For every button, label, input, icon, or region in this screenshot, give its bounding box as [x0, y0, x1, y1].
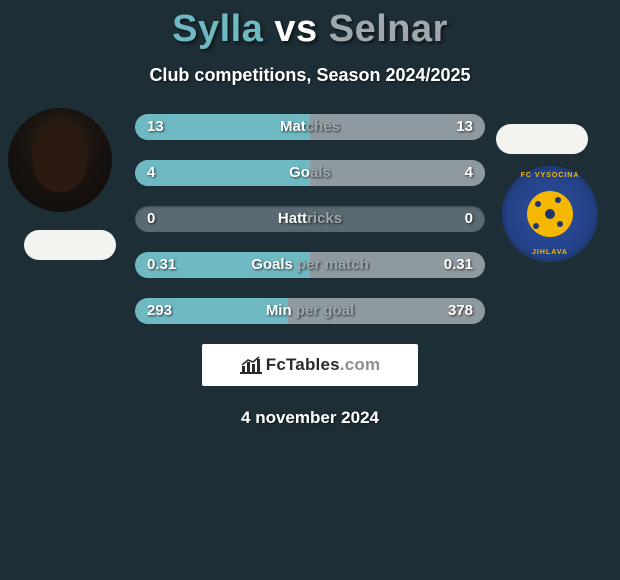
badge-top-text: FC VYSOCINA	[502, 172, 598, 179]
player2-club-badge: FC VYSOCINA JIHLAVA	[502, 166, 598, 262]
logo-text: FcTables.com	[266, 355, 381, 375]
metric-label: Goals per match	[135, 252, 485, 278]
logo-brand: FcTables	[266, 355, 340, 374]
badge-bottom-text: JIHLAVA	[502, 249, 598, 256]
page-title: Sylla vs Selnar	[0, 0, 620, 51]
metric-bar: 1313Matches	[135, 114, 485, 140]
metric-label: Matches	[135, 114, 485, 140]
chart-icon	[240, 356, 262, 374]
metric-bar: 00Hattricks	[135, 206, 485, 232]
player1-flag-pill	[24, 230, 116, 260]
metric-bar: 0.310.31Goals per match	[135, 252, 485, 278]
comparison-area: FC VYSOCINA JIHLAVA 1313Matches 44Goals 00…	[0, 114, 620, 324]
title-vs: vs	[274, 8, 317, 50]
title-player2: Selnar	[329, 8, 448, 50]
fctables-logo: FcTables.com	[202, 344, 418, 386]
badge-ball-icon	[527, 191, 573, 237]
player1-avatar	[8, 108, 112, 212]
metric-label: Goals	[135, 160, 485, 186]
metric-label: Hattricks	[135, 206, 485, 232]
subtitle: Club competitions, Season 2024/2025	[0, 65, 620, 86]
title-player1: Sylla	[172, 8, 263, 50]
date-label: 4 november 2024	[0, 408, 620, 428]
metric-bars: 1313Matches 44Goals 00Hattricks 0.310.31Goa…	[135, 114, 485, 324]
metric-bar: 293378Min per goal	[135, 298, 485, 324]
metric-label: Min per goal	[135, 298, 485, 324]
player2-flag-pill	[496, 124, 588, 154]
metric-bar: 44Goals	[135, 160, 485, 186]
logo-tld: .com	[340, 355, 380, 374]
